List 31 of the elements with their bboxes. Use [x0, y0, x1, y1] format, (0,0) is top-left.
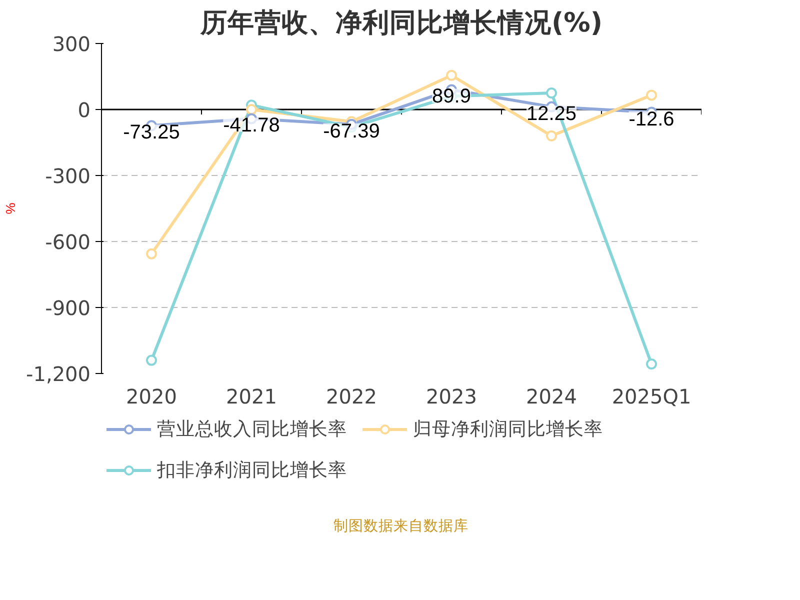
point	[246, 104, 257, 115]
x-tick-label: 2022	[326, 384, 377, 408]
point	[546, 130, 557, 142]
legend-label: 扣非净利润同比增长率	[157, 459, 347, 483]
chart-title: 历年营收、净利同比增长情况(%)	[199, 8, 603, 38]
y-axis-title: %	[3, 202, 18, 214]
data-label: -73.25	[123, 122, 180, 144]
y-tick-label: 0	[78, 98, 91, 122]
y-tick-label: -600	[45, 230, 90, 254]
point	[146, 354, 157, 366]
legend-label: 归母净利润同比增长率	[413, 418, 603, 442]
x-tick-label: 2020	[126, 384, 177, 408]
y-tick-label: 300	[52, 32, 91, 56]
point	[546, 88, 557, 98]
y-tick-label: -1,200	[26, 362, 91, 386]
y-tick-label: -900	[45, 296, 90, 320]
point	[646, 90, 657, 101]
data-label: 89.9	[432, 86, 471, 108]
x-tick-label: 2024	[526, 384, 577, 408]
data-label: -41.78	[223, 114, 280, 137]
point	[646, 358, 657, 370]
x-tick-label: 2021	[226, 384, 277, 408]
point	[446, 70, 457, 81]
data-label: 12.25	[526, 102, 577, 125]
text: 制图数据来自数据库	[334, 518, 468, 534]
y-tick-label: -300	[45, 164, 90, 188]
x-tick-label: 2023	[426, 384, 477, 408]
legend-label: 营业总收入同比增长率	[157, 418, 347, 442]
x-tick-label: 2025Q1	[612, 384, 692, 408]
data-label: -12.6	[628, 108, 674, 130]
point	[146, 248, 157, 260]
